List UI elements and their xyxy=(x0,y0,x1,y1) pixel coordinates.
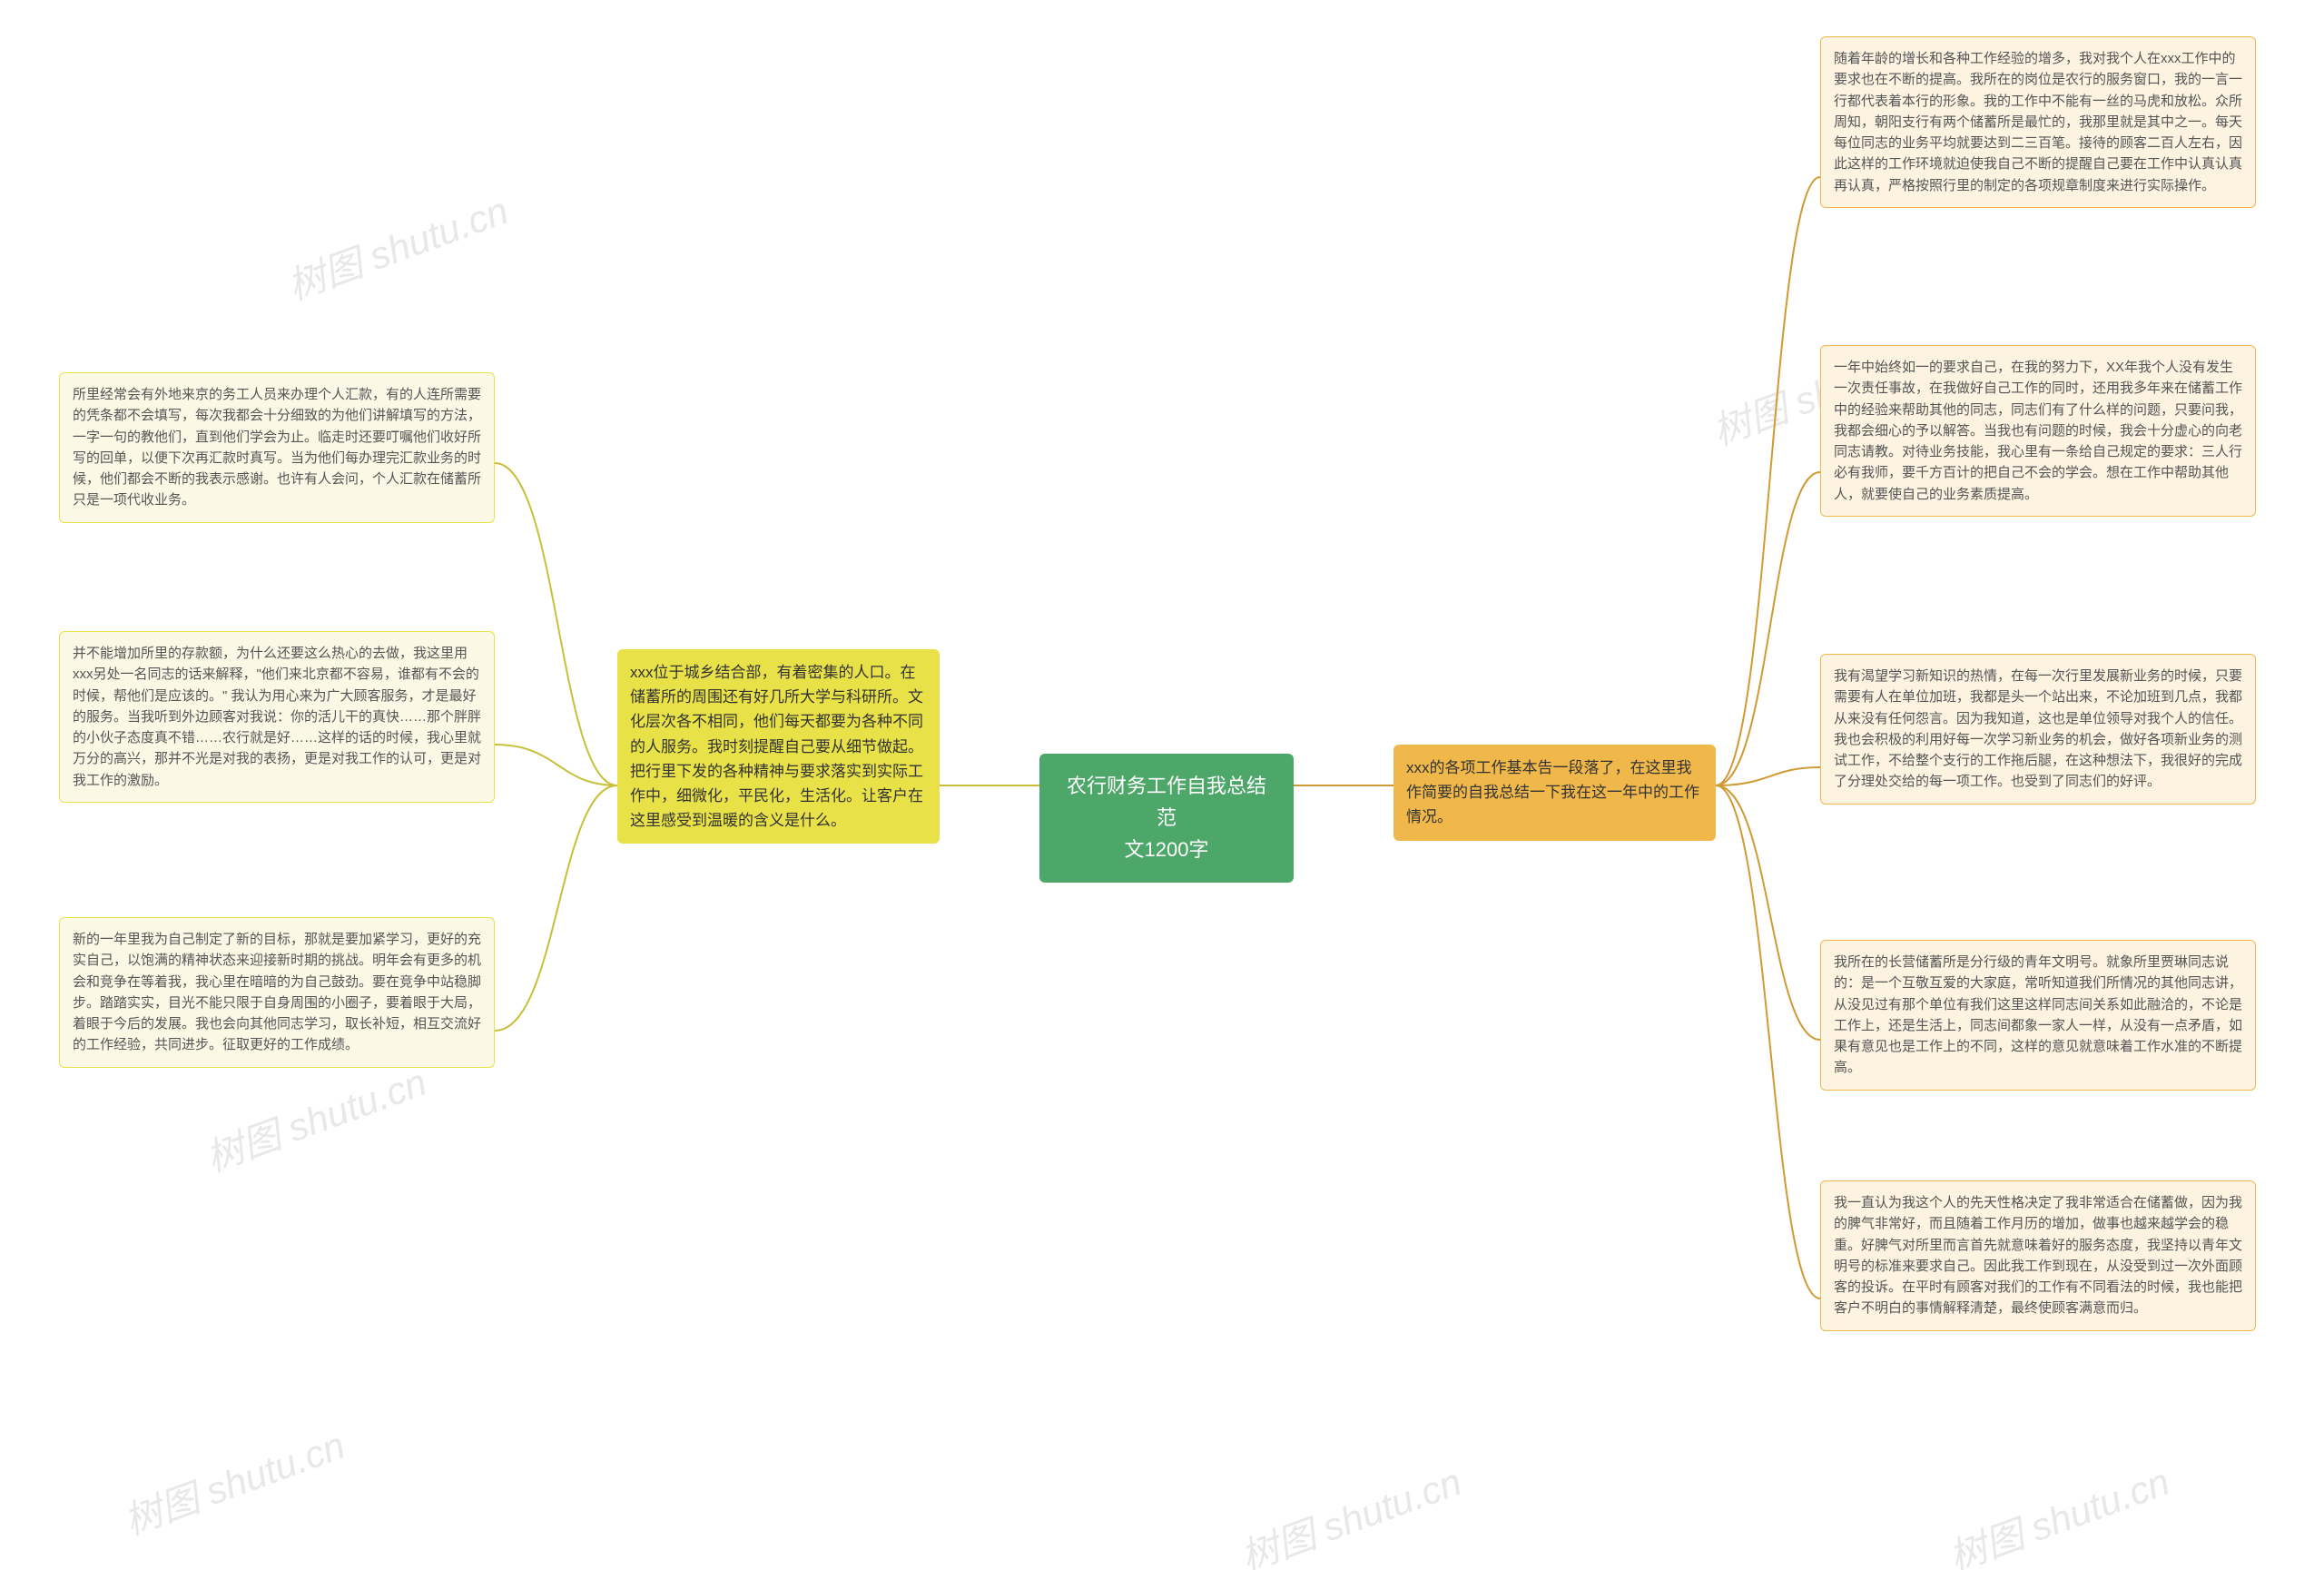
mindmap-leaf[interactable]: 我有渴望学习新知识的热情，在每一次行里发展新业务的时候，只要需要有人在单位加班，… xyxy=(1820,654,2256,805)
mindmap-leaf[interactable]: 新的一年里我为自己制定了新的目标，那就是要加紧学习，更好的充实自己，以饱满的精神… xyxy=(59,917,495,1068)
mindmap-branch-left[interactable]: xxx位于城乡结合部，有着密集的人口。在储蓄所的周围还有好几所大学与科研所。文化… xyxy=(617,649,940,844)
mindmap-root[interactable]: 农行财务工作自我总结范文1200字 xyxy=(1039,754,1294,883)
mindmap-branch-right[interactable]: xxx的各项工作基本告一段落了，在这里我作简要的自我总结一下我在这一年中的工作情… xyxy=(1393,745,1716,841)
mindmap-leaf[interactable]: 随着年龄的增长和各种工作经验的增多，我对我个人在xxx工作中的要求也在不断的提高… xyxy=(1820,36,2256,208)
watermark: 树图 shutu.cn xyxy=(1940,1451,2176,1570)
mindmap-leaf[interactable]: 我一直认为我这个人的先天性格决定了我非常适合在储蓄做，因为我的脾气非常好，而且随… xyxy=(1820,1180,2256,1331)
watermark: 树图 shutu.cn xyxy=(279,180,515,311)
mindmap-leaf[interactable]: 我所在的长营储蓄所是分行级的青年文明号。就象所里贾琳同志说的：是一个互敬互爱的大… xyxy=(1820,940,2256,1091)
watermark: 树图 shutu.cn xyxy=(1232,1451,1468,1570)
mindmap-leaf[interactable]: 并不能增加所里的存款额，为什么还要这么热心的去做，我这里用xxx另处一名同志的话… xyxy=(59,631,495,803)
watermark: 树图 shutu.cn xyxy=(197,1052,433,1182)
mindmap-leaf[interactable]: 一年中始终如一的要求自己，在我的努力下，XX年我个人没有发生一次责任事故，在我做… xyxy=(1820,345,2256,517)
watermark: 树图 shutu.cn xyxy=(115,1415,351,1545)
mindmap-leaf[interactable]: 所里经常会有外地来京的务工人员来办理个人汇款，有的人连所需要的凭条都不会填写，每… xyxy=(59,372,495,523)
